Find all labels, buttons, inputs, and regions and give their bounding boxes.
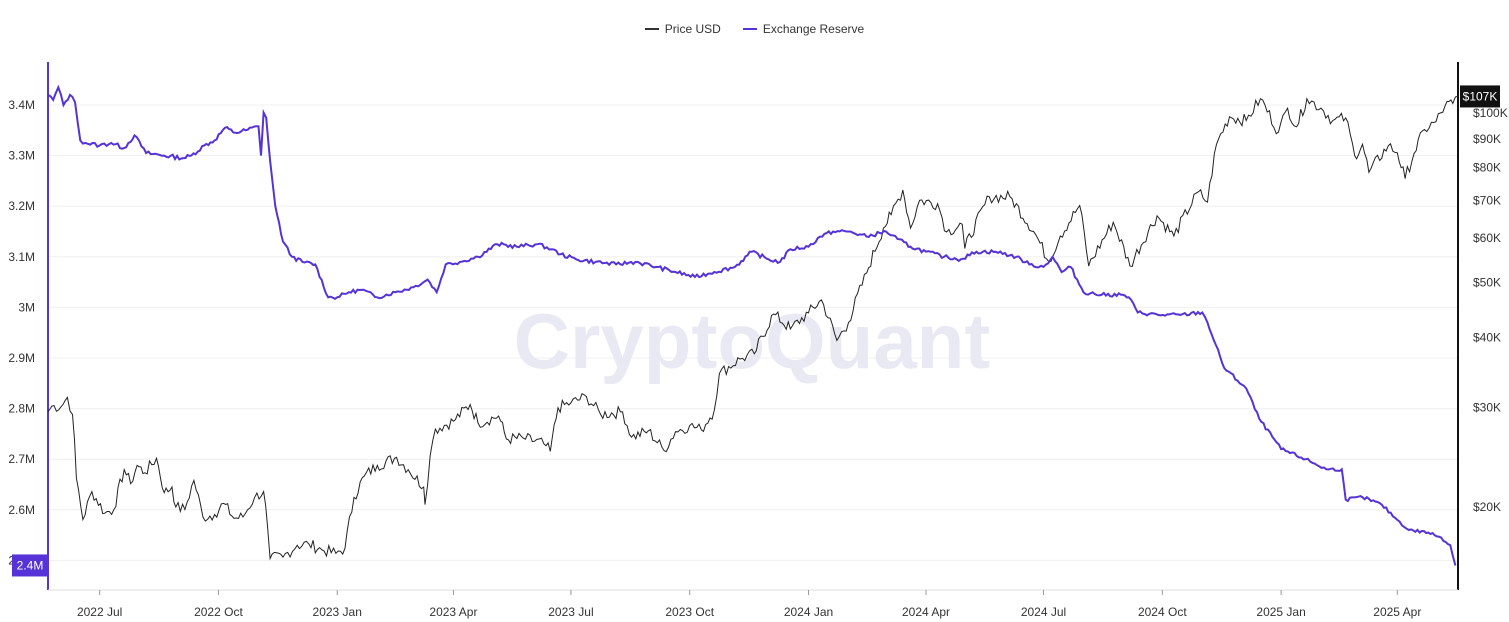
axes xyxy=(47,62,1459,591)
left-tick-label: 3.3M xyxy=(8,149,35,163)
left-tick-label: 2.7M xyxy=(8,452,35,466)
left-tick-label: 3.2M xyxy=(8,199,35,213)
left-tick-label: 3M xyxy=(18,300,35,314)
current-reserve-badge-bg xyxy=(12,554,48,577)
current-price-label: $107K xyxy=(1463,89,1498,103)
right-tick-label: $50K xyxy=(1473,276,1501,290)
left-tick-label: 2.6M xyxy=(8,503,35,517)
right-tick-label: $100K xyxy=(1473,106,1508,120)
watermark: CryptoQuant xyxy=(514,297,991,385)
x-tick-label: 2022 Jul xyxy=(77,605,122,619)
legend-label-reserve: Exchange Reserve xyxy=(762,22,865,36)
right-tick-label: $70K xyxy=(1473,193,1501,207)
legend-item-price[interactable]: Price USD xyxy=(644,22,721,36)
grid xyxy=(48,104,1458,561)
right-tick-label: $80K xyxy=(1473,161,1501,175)
left-tick-label: 2.8M xyxy=(8,402,35,416)
left-tick-label: 3.4M xyxy=(8,98,35,112)
x-tick-label: 2024 Jul xyxy=(1021,605,1066,619)
current-reserve-label: 2.4M xyxy=(17,558,44,572)
right-tick-label: $40K xyxy=(1473,330,1501,344)
x-tick-label: 2024 Apr xyxy=(902,605,950,619)
right-tick-label: $20K xyxy=(1473,500,1501,514)
x-axis-ticks: 2022 Jul 2022 Oct 2023 Jan 2023 Apr 2023 Jul… xyxy=(77,590,1421,619)
series-reserve-line xyxy=(47,84,1457,566)
x-tick-label: 2024 Oct xyxy=(1138,605,1187,619)
current-price-badge: $107K xyxy=(1460,85,1500,108)
x-tick-label: 2023 Oct xyxy=(665,605,714,619)
x-tick-label: 2024 Jan xyxy=(784,605,833,619)
x-tick-label: 2025 Jan xyxy=(1256,605,1305,619)
x-tick-label: 2023 Jan xyxy=(313,605,362,619)
legend: Price USD Exchange Reserve xyxy=(0,22,1509,36)
right-axis-ticks: $20K $30K $40K $50K $60K $70K $80K $90K $100K xyxy=(1473,106,1508,514)
right-tick-label: $30K xyxy=(1473,401,1501,415)
legend-swatch-price xyxy=(644,28,659,30)
x-tick-label: 2025 Apr xyxy=(1373,605,1421,619)
legend-item-reserve[interactable]: Exchange Reserve xyxy=(742,22,865,36)
legend-label-price: Price USD xyxy=(664,22,721,36)
current-price-badge-bg xyxy=(1460,85,1500,108)
series-price-line xyxy=(47,95,1459,561)
x-tick-label: 2023 Jul xyxy=(548,605,593,619)
left-tick-label: 2.9M xyxy=(8,351,35,365)
right-tick-label: $90K xyxy=(1473,132,1501,146)
x-tick-label: 2023 Apr xyxy=(429,605,477,619)
left-tick-label: 3.1M xyxy=(8,250,35,264)
legend-swatch-reserve xyxy=(742,28,757,30)
right-tick-label: $60K xyxy=(1473,231,1501,245)
current-reserve-badge: 2.4M xyxy=(12,554,48,577)
x-tick-label: 2022 Oct xyxy=(194,605,243,619)
